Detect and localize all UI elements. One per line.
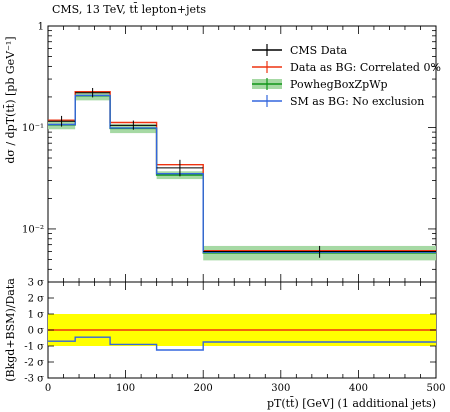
ratio-sm-as-bg-no-exclusion [48,336,436,351]
x-tick-label: 100 [116,383,135,394]
main-plot: 1 10⁻¹ 10⁻² dσ / dpT(tt̄) [pb GeV⁻¹] [4,22,437,283]
histogram-sm-as-bg-no-exclusion [48,94,436,253]
chart-title: CMS, 13 TeV, tt̄ lepton+jets [52,3,206,16]
ratio-y-tick-labels: 3 σ 2 σ 1 σ 0 σ -1 σ -2 σ -3 σ [24,278,44,385]
ratio-y-tick-label: 2 σ [28,294,45,305]
x-tick-label: 400 [349,383,368,394]
ratio-lines [48,329,436,351]
main-y-tick-label: 10⁻² [22,224,44,235]
main-y-tick-label: 1 [38,22,44,33]
legend-label: Data as BG: Correlated 0% [290,61,441,74]
x-tick-label: 0 [45,383,51,394]
x-axis-label: pT(tt̄) [GeV] (1 additional jets) [267,397,436,410]
legend-label: PowhegBoxZpWp [290,78,388,91]
x-tick-label: 300 [271,383,290,394]
histogram-powhegboxzpwp [48,95,436,254]
ratio-y-axis-label: (Bkgd+BSM)/Data [4,278,17,382]
legend: CMS Data Data as BG: Correlated 0% PowhegB… [252,44,441,108]
ratio-y-tick-label: 0 σ [28,326,45,337]
x-tick-label: 200 [194,383,213,394]
x-tick-labels: 0 100 200 300 400 500 [45,383,446,394]
ratio-plot: 3 σ 2 σ 1 σ 0 σ -1 σ -2 σ -3 σ 0 100 200 300 400 50… [4,278,446,411]
mc-uncertainty-band [48,91,436,261]
histogram-lines [48,91,436,254]
ratio-y-tick-label: 3 σ [28,278,45,289]
x-tick-label: 500 [426,383,445,394]
ratio-y-tick-label: 1 σ [28,310,45,321]
ratio-y-tick-label: -2 σ [24,358,44,369]
main-ticks [47,25,437,283]
ratio-ticks [47,281,437,379]
main-y-tick-label: 10⁻¹ [22,123,44,134]
legend-label: CMS Data [290,44,348,57]
ratio-y-tick-label: -3 σ [24,374,44,385]
main-y-tick-labels: 1 10⁻¹ 10⁻² [22,22,44,236]
histogram-data-as-bg-correlated-0- [48,91,436,252]
ratio-y-tick-label: -1 σ [24,342,44,353]
data-points [48,87,436,258]
main-y-axis-label: dσ / dpT(tt̄) [pb GeV⁻¹] [4,36,17,163]
legend-label: SM as BG: No exclusion [290,95,424,108]
